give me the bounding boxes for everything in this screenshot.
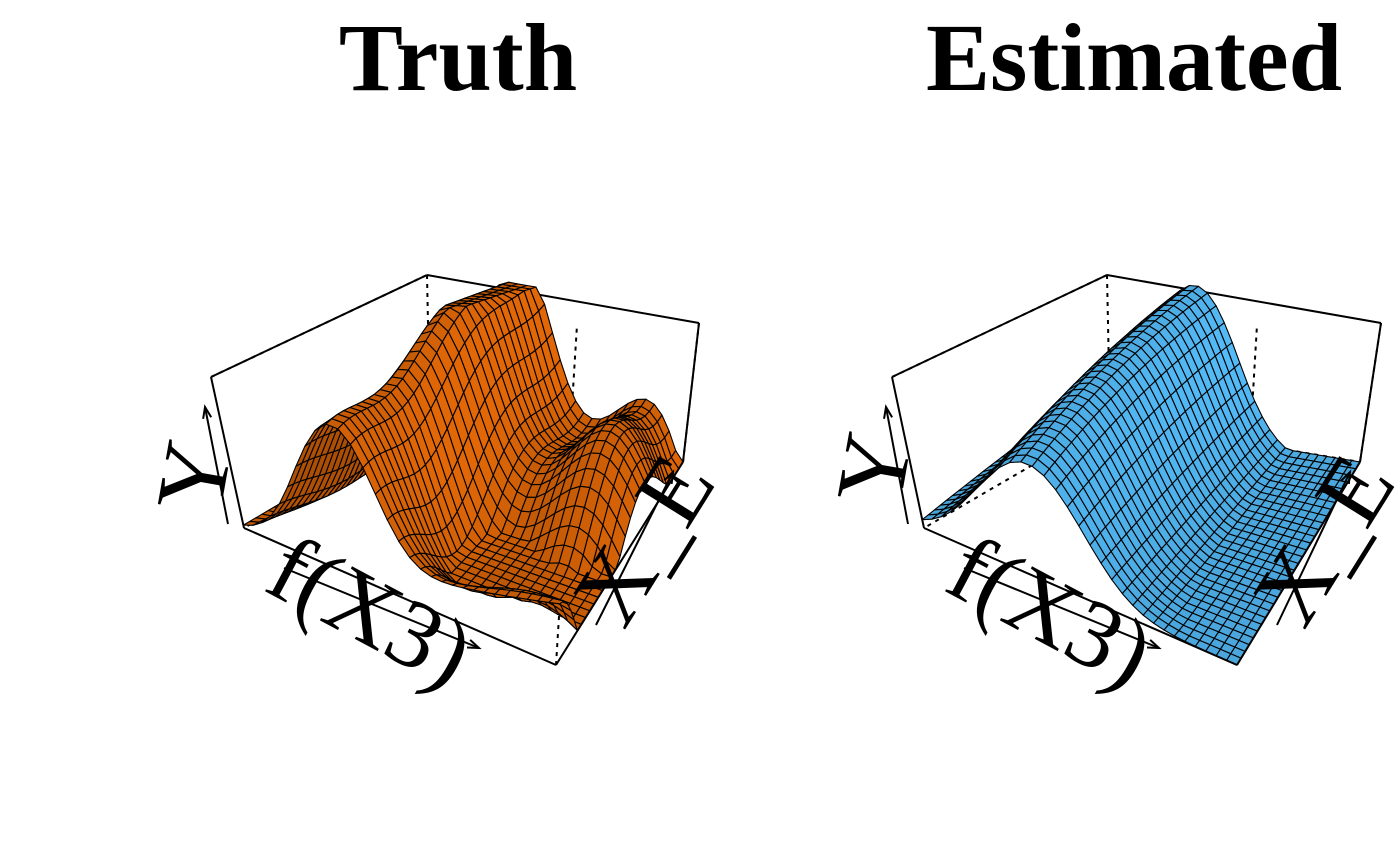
x-axis-arrow-head: [1146, 639, 1162, 650]
x-axis-arrow: [963, 567, 1160, 649]
surface-truth: [242, 281, 684, 631]
panel-estimated: Estimated Y f(X3) X_E: [815, 4, 1400, 708]
panel-title-truth: Truth: [339, 4, 577, 111]
panel-truth: Truth Y f(X3) X_E: [135, 4, 735, 708]
x-axis-arrow: [283, 567, 480, 649]
y-axis-arrow-head: [663, 469, 675, 485]
x-axis-arrow-head: [466, 639, 482, 650]
z-axis-arrow-head: [883, 404, 893, 420]
box-edge: [891, 376, 925, 529]
axis-arrows: [883, 404, 1352, 650]
z-axis-arrow: [204, 406, 229, 525]
box-edge: [426, 274, 700, 324]
z-axis-arrow-head: [202, 404, 213, 420]
box-edge: [1106, 274, 1382, 324]
box-edge: [682, 322, 700, 463]
box-edge: [210, 274, 428, 378]
y-axis-arrow-head: [1340, 469, 1352, 485]
box-edge: [243, 527, 557, 666]
z-axis-arrow: [885, 406, 909, 525]
z-axis-label: Y: [135, 433, 252, 520]
box-edge: [923, 527, 1238, 666]
z-axis-label: Y: [815, 425, 932, 512]
box-edge: [1359, 322, 1382, 463]
panel-title-estimated: Estimated: [926, 4, 1342, 111]
surface-estimated: [921, 284, 1361, 666]
axis-arrows: [202, 404, 675, 650]
y-axis-arrow: [1276, 471, 1351, 626]
box-edge: [891, 274, 1108, 378]
surface-facet: [548, 597, 565, 605]
y-axis-arrow: [595, 471, 674, 626]
box-edge: [210, 376, 245, 529]
